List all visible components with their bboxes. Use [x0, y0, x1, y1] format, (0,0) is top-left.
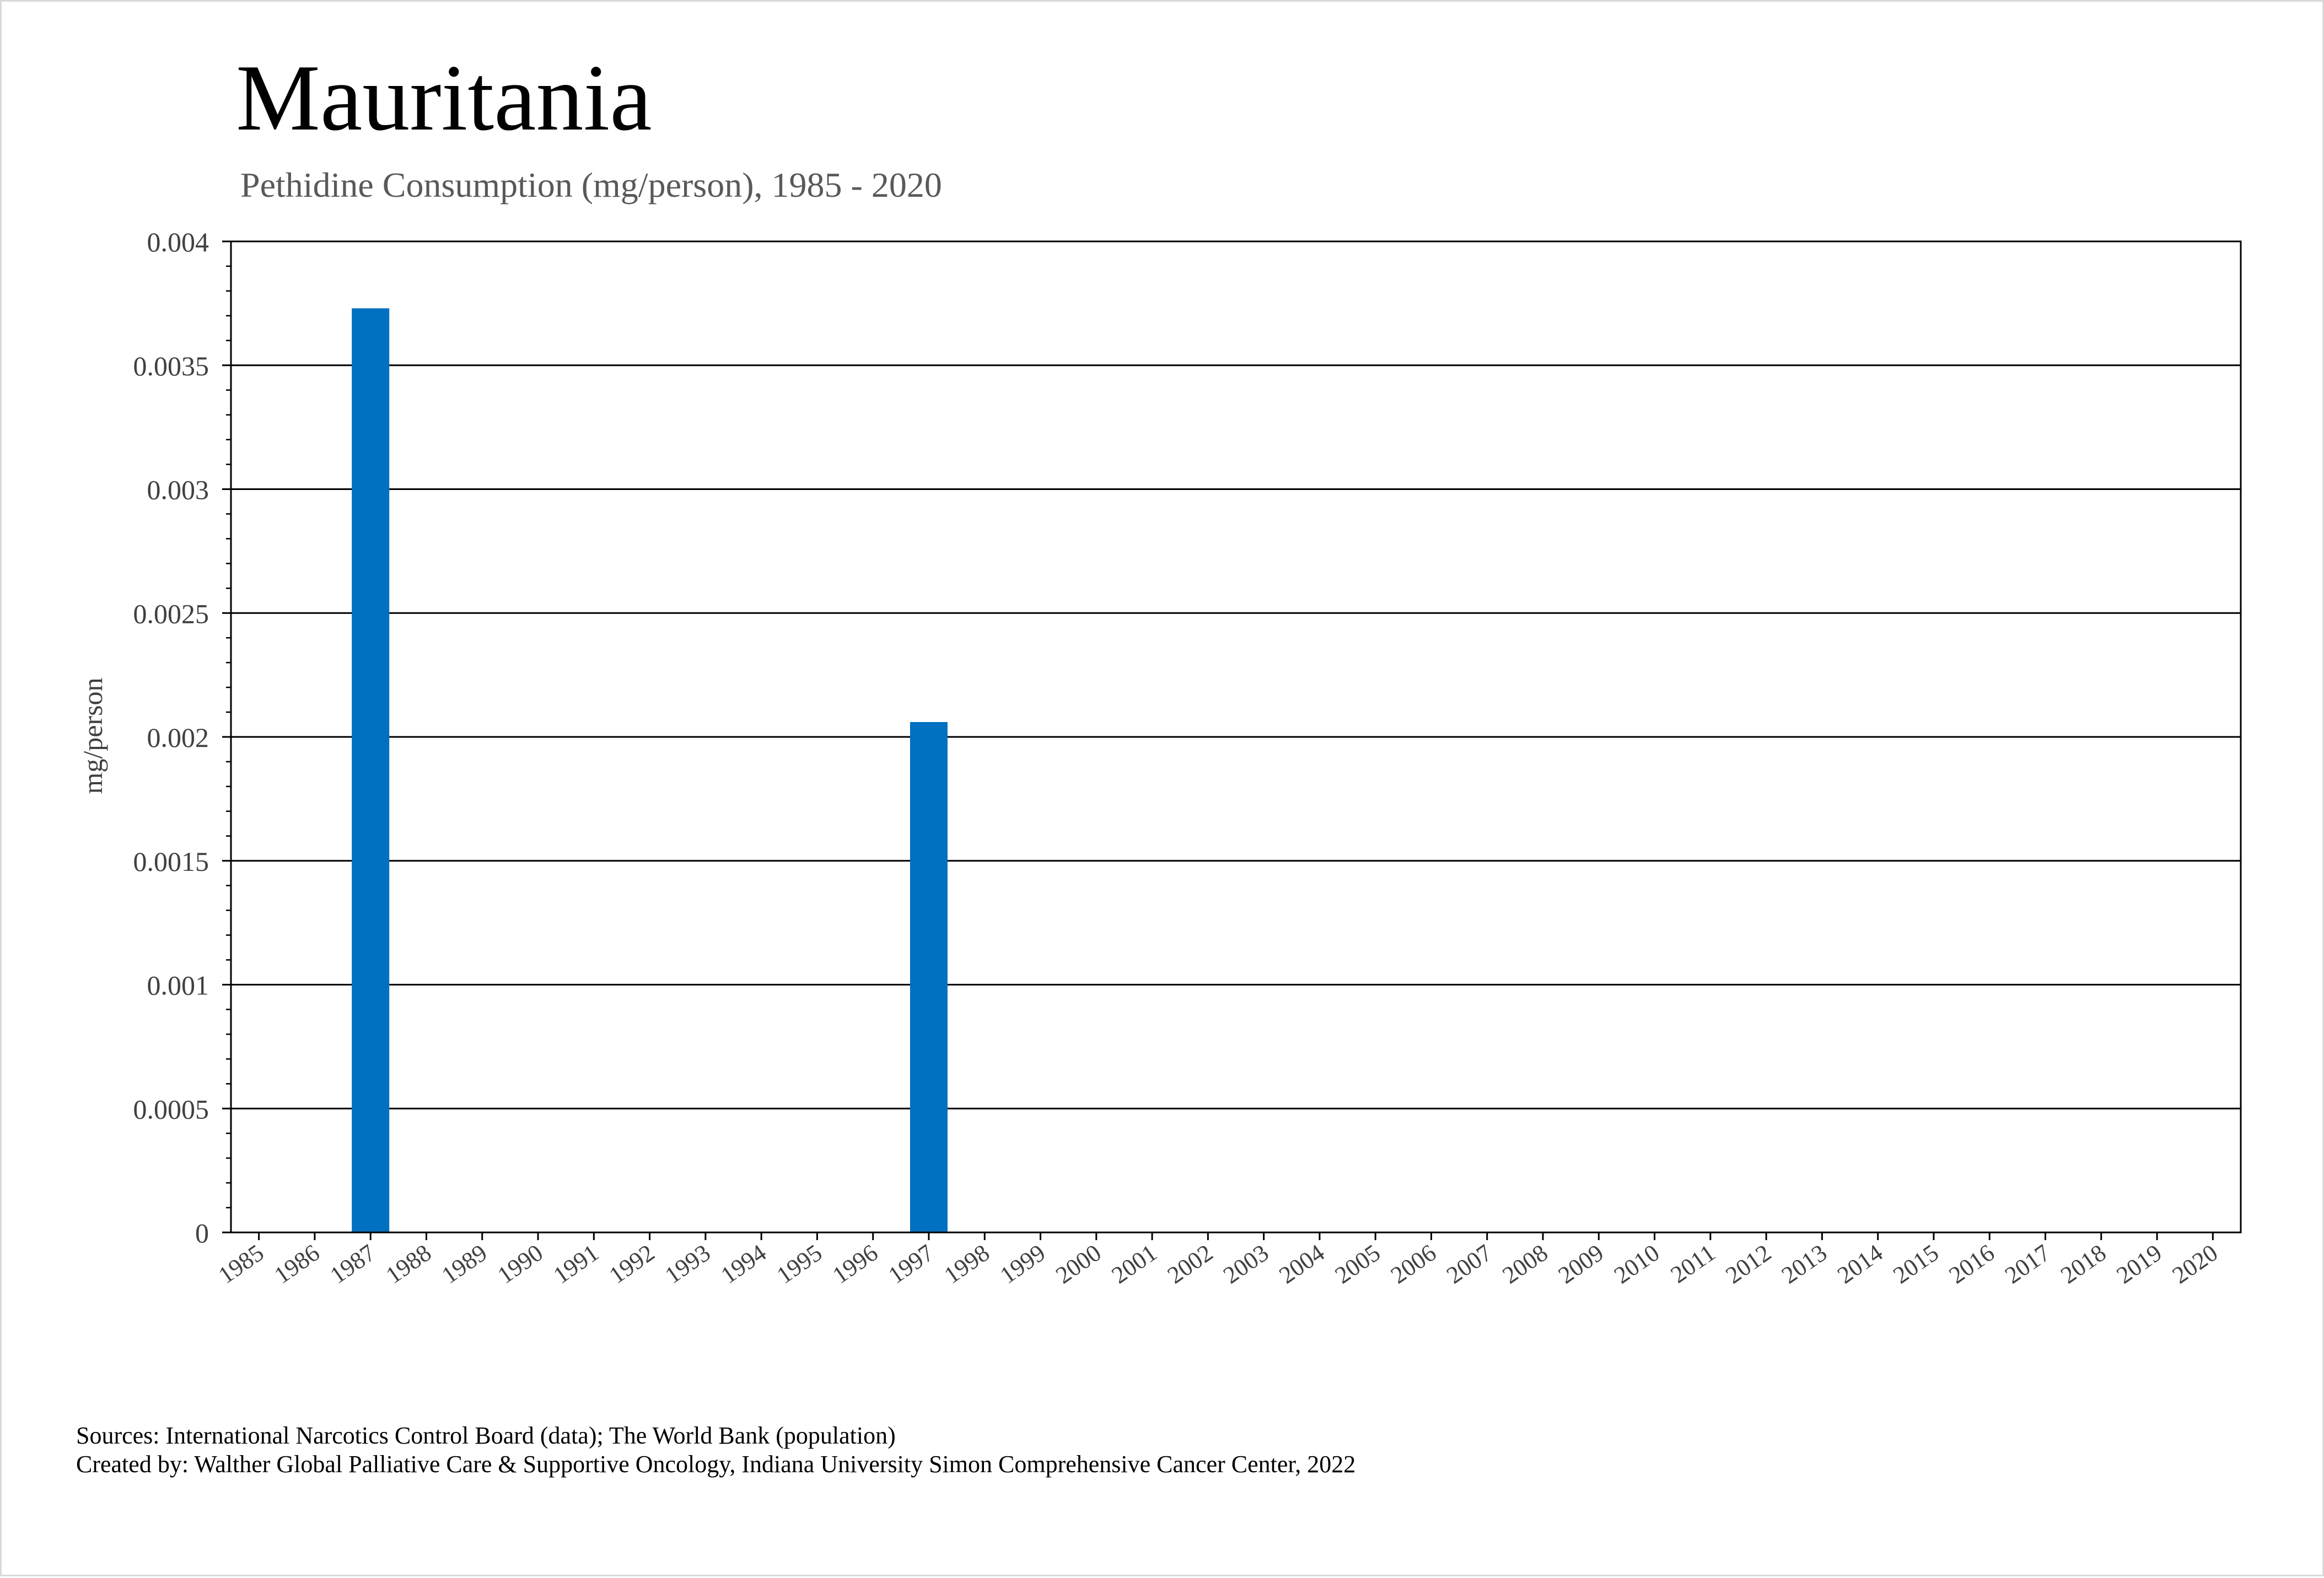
y-tick-label: 0.0005: [133, 1094, 209, 1124]
x-tick-label: 1993: [660, 1239, 715, 1289]
y-tick-label: 0.002: [147, 722, 209, 753]
y-tick-label: 0.0025: [133, 598, 209, 629]
x-tick-label: 1991: [548, 1239, 604, 1289]
x-tick-label: 1985: [213, 1239, 268, 1289]
x-tick-label: 2006: [1386, 1239, 1441, 1289]
x-tick-label: 2004: [1274, 1239, 1329, 1289]
gridlines: [231, 240, 2241, 1110]
plot-area-border: [230, 240, 2242, 1234]
y-axis-label: mg/person: [77, 677, 108, 794]
x-tick-label: 1990: [493, 1239, 548, 1289]
x-tick-label: 2003: [1218, 1239, 1273, 1289]
x-tick-label: 2013: [1777, 1239, 1832, 1289]
x-tick-label: 2016: [1944, 1239, 1999, 1289]
x-tick-label: 1988: [381, 1239, 436, 1289]
x-tick-label: 2009: [1553, 1239, 1608, 1289]
x-tick-label: 1994: [716, 1239, 771, 1289]
footer-created-by: Created by: Walther Global Palliative Ca…: [76, 1451, 1355, 1478]
x-tick-label: 1992: [604, 1239, 659, 1289]
y-tick-label: 0.003: [147, 475, 209, 505]
x-tick-label: 1986: [269, 1239, 324, 1289]
axes: [230, 240, 2242, 1234]
x-tick-label: 2020: [2167, 1239, 2223, 1289]
x-tick-label: 1995: [772, 1239, 827, 1289]
x-tick-label: 2001: [1107, 1239, 1162, 1289]
y-tick-label: 0.0035: [133, 351, 209, 381]
y-tick-label: 0: [195, 1218, 209, 1248]
x-tick-label: 1989: [437, 1239, 492, 1289]
x-tick-label: 2002: [1163, 1239, 1218, 1289]
x-tick-label: 2018: [2056, 1239, 2111, 1289]
x-tick-label: 2012: [1721, 1239, 1776, 1289]
bar-1997: [910, 722, 948, 1232]
x-tick-label: 2014: [1832, 1239, 1887, 1289]
bars: [352, 308, 948, 1232]
chart-title: Mauritania: [236, 46, 652, 150]
y-tick-label: 0.0015: [133, 846, 209, 877]
x-axis-ticks: 1985 1986 1987 1988 1989 1990 1991 1992 1993 1994…: [213, 1232, 2223, 1289]
chart-subtitle: Pethidine Consumption (mg/person), 1985 …: [240, 165, 942, 204]
x-tick-label: 2007: [1441, 1239, 1497, 1289]
x-tick-label: 1999: [995, 1239, 1050, 1289]
y-tick-label: 0.004: [147, 227, 209, 257]
y-tick-label: 0.001: [147, 970, 209, 1001]
x-tick-label: 2010: [1609, 1239, 1664, 1289]
x-tick-label: 1997: [884, 1239, 939, 1289]
x-tick-label: 2011: [1666, 1239, 1720, 1289]
x-tick-label: 2015: [1889, 1239, 1944, 1289]
x-tick-label: 2017: [2000, 1239, 2055, 1289]
x-tick-label: 2005: [1330, 1239, 1385, 1289]
x-tick-label: 2019: [2112, 1239, 2167, 1289]
bar-1987: [352, 308, 390, 1232]
x-tick-label: 1987: [325, 1239, 380, 1289]
x-tick-label: 2000: [1051, 1239, 1106, 1289]
y-axis-ticks: 0 0.0005 0.001 0.0015 0.002 0.0025 0.003 0.0035…: [133, 227, 231, 1248]
footer-sources: Sources: International Narcotics Control…: [76, 1422, 896, 1449]
x-tick-label: 1996: [827, 1239, 883, 1289]
x-tick-label: 1998: [939, 1239, 994, 1289]
x-tick-label: 2008: [1498, 1239, 1553, 1289]
